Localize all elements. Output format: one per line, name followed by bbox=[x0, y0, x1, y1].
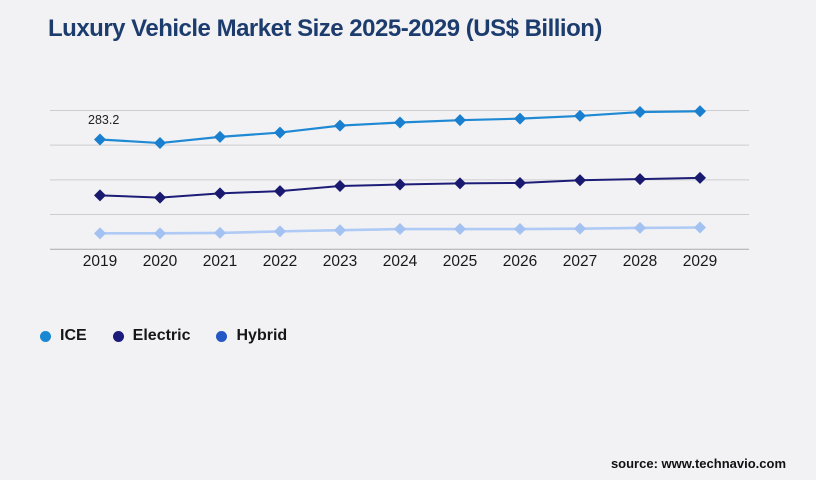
x-axis-label-2024: 2024 bbox=[382, 253, 418, 270]
data-point-electric-2025 bbox=[454, 177, 466, 190]
data-point-hybrid-2028 bbox=[634, 221, 646, 234]
x-axis-label-2023: 2023 bbox=[322, 253, 358, 270]
x-axis-label-2026: 2026 bbox=[502, 253, 538, 270]
data-point-ice-2022 bbox=[274, 126, 286, 139]
data-point-electric-2027 bbox=[574, 174, 586, 187]
legend-label: Hybrid bbox=[236, 327, 288, 344]
data-point-ice-2027 bbox=[574, 109, 586, 122]
data-point-electric-2021 bbox=[214, 187, 226, 200]
data-point-ice-2020 bbox=[154, 137, 166, 150]
x-axis-label-2027: 2027 bbox=[562, 253, 598, 270]
legend-label: Electric bbox=[132, 327, 191, 344]
data-point-ice-2024 bbox=[394, 116, 406, 129]
legend-dot-ice-icon bbox=[40, 330, 51, 342]
data-point-hybrid-2023 bbox=[334, 224, 346, 237]
data-point-ice-2029 bbox=[694, 105, 706, 118]
x-axis-label-2028: 2028 bbox=[622, 253, 658, 270]
legend-item-electric: Electric bbox=[112, 327, 191, 345]
x-axis-label-2025: 2025 bbox=[442, 253, 478, 270]
data-point-ice-2019 bbox=[94, 133, 106, 146]
data-point-hybrid-2020 bbox=[154, 227, 166, 240]
data-point-electric-2026 bbox=[514, 176, 526, 189]
data-label-ice-2019: 283.2 bbox=[88, 113, 120, 127]
data-point-hybrid-2027 bbox=[574, 222, 586, 235]
x-axis-label-2019: 2019 bbox=[82, 253, 118, 270]
data-point-electric-2029 bbox=[694, 171, 706, 184]
data-point-electric-2023 bbox=[334, 180, 346, 193]
chart-legend: ICE Electric Hybrid bbox=[40, 326, 287, 346]
data-point-electric-2020 bbox=[154, 191, 166, 204]
data-point-electric-2022 bbox=[274, 185, 286, 198]
data-point-ice-2026 bbox=[514, 112, 526, 125]
chart-title: Luxury Vehicle Market Size 2025-2029 (US… bbox=[48, 15, 602, 42]
data-point-hybrid-2024 bbox=[394, 223, 406, 236]
data-point-hybrid-2029 bbox=[694, 221, 706, 234]
x-axis-label-2020: 2020 bbox=[142, 253, 178, 270]
legend-item-ice: ICE bbox=[40, 327, 87, 345]
legend-dot-electric-icon bbox=[112, 330, 124, 342]
x-axis-label-2029: 2029 bbox=[682, 253, 718, 270]
data-point-ice-2023 bbox=[334, 119, 346, 132]
source-attribution: source: www.technavio.com bbox=[610, 456, 786, 471]
data-point-ice-2025 bbox=[454, 114, 466, 127]
data-point-hybrid-2025 bbox=[454, 223, 466, 236]
data-point-electric-2024 bbox=[394, 178, 406, 191]
data-point-hybrid-2022 bbox=[274, 225, 286, 238]
data-point-electric-2028 bbox=[634, 173, 646, 186]
data-point-electric-2019 bbox=[94, 189, 106, 202]
legend-item-hybrid: Hybrid bbox=[216, 327, 287, 345]
legend-label: ICE bbox=[60, 327, 87, 344]
x-axis-label-2022: 2022 bbox=[262, 253, 298, 270]
legend-dot-hybrid-icon bbox=[216, 330, 228, 342]
x-axis-label-2021: 2021 bbox=[202, 253, 238, 270]
data-point-ice-2021 bbox=[214, 130, 226, 143]
data-point-hybrid-2026 bbox=[514, 223, 526, 236]
data-point-hybrid-2021 bbox=[214, 226, 226, 239]
data-point-ice-2028 bbox=[634, 106, 646, 119]
data-point-hybrid-2019 bbox=[94, 227, 106, 240]
